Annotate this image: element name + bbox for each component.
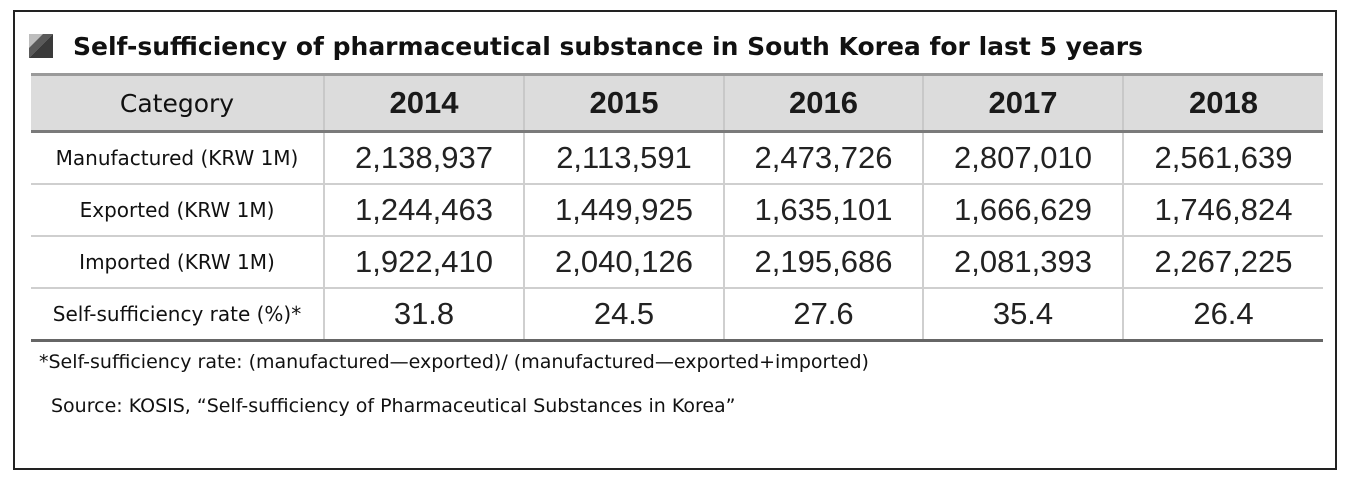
table-cell: 2,267,225	[1122, 236, 1323, 289]
table-cell: 1,244,463	[323, 184, 524, 237]
data-table: Category 2014 2015 2016 2017 2018 Manufa…	[31, 73, 1323, 342]
source-note: Source: KOSIS, “Self-sufficiency of Phar…	[51, 395, 736, 417]
column-header-2017: 2017	[922, 73, 1123, 133]
table-cell: 1,635,101	[723, 184, 923, 237]
table-row: Manufactured (KRW 1M) 2,138,937 2,113,59…	[31, 131, 1323, 185]
table-cell: 1,746,824	[1122, 184, 1323, 237]
table-cell: 2,081,393	[922, 236, 1123, 289]
table-row: Imported (KRW 1M) 1,922,410 2,040,126 2,…	[31, 236, 1323, 289]
header-row: Category 2014 2015 2016 2017 2018	[31, 73, 1323, 133]
table-cell: 2,040,126	[523, 236, 724, 289]
table-cell: 2,807,010	[922, 131, 1123, 185]
row-label: Exported (KRW 1M)	[31, 184, 324, 237]
table-cell: 2,195,686	[723, 236, 923, 289]
table-cell: 27.6	[723, 288, 923, 342]
table-cell: 1,449,925	[523, 184, 724, 237]
table-frame: Self-sufficiency of pharmaceutical subst…	[13, 10, 1337, 470]
column-header-2014: 2014	[323, 73, 524, 133]
table-cell: 2,561,639	[1122, 131, 1323, 185]
page-title: Self-sufficiency of pharmaceutical subst…	[73, 31, 1143, 61]
footnote: *Self-sufficiency rate: (manufactured—ex…	[39, 351, 869, 373]
column-header-category: Category	[31, 73, 324, 133]
title-row: Self-sufficiency of pharmaceutical subst…	[29, 26, 1143, 66]
table-cell: 1,922,410	[323, 236, 524, 289]
corner-triangle-icon	[29, 34, 53, 58]
table-cell: 2,473,726	[723, 131, 923, 185]
row-label: Imported (KRW 1M)	[31, 236, 324, 289]
table-cell: 2,113,591	[523, 131, 724, 185]
table-cell: 1,666,629	[922, 184, 1123, 237]
row-label: Self-sufficiency rate (%)*	[31, 288, 324, 342]
table-cell: 26.4	[1122, 288, 1323, 342]
column-header-2016: 2016	[723, 73, 923, 133]
table-cell: 35.4	[922, 288, 1123, 342]
row-label: Manufactured (KRW 1M)	[31, 131, 324, 185]
table-cell: 2,138,937	[323, 131, 524, 185]
table-row: Exported (KRW 1M) 1,244,463 1,449,925 1,…	[31, 184, 1323, 237]
table-row: Self-sufficiency rate (%)* 31.8 24.5 27.…	[31, 288, 1323, 342]
table-cell: 24.5	[523, 288, 724, 342]
column-header-2018: 2018	[1122, 73, 1323, 133]
table-cell: 31.8	[323, 288, 524, 342]
column-header-2015: 2015	[523, 73, 724, 133]
